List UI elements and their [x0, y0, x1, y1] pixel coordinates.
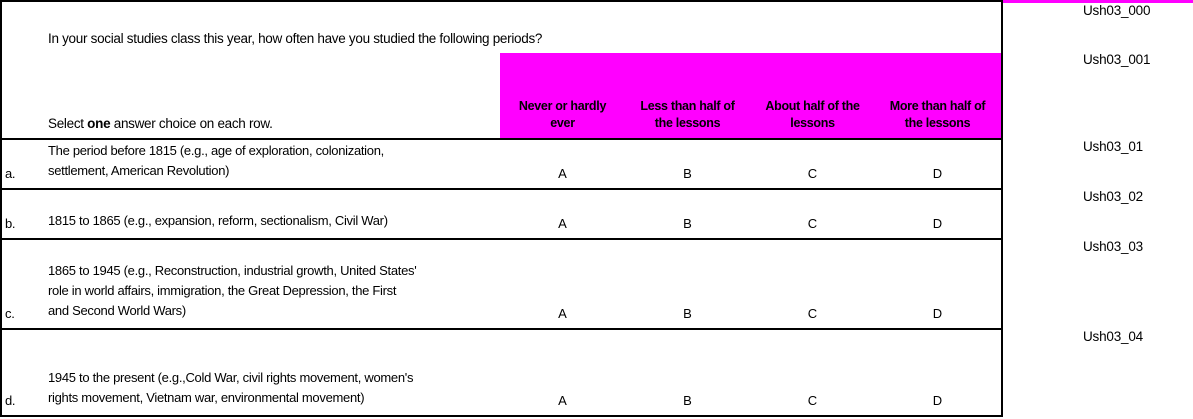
- table-row-c: c. 1865 to 1945 (e.g., Reconstruction, i…: [0, 240, 1003, 328]
- row-choices: A B C D: [500, 393, 1000, 408]
- table-row-d: d. 1945 to the present (e.g.,Cold War, c…: [0, 330, 1003, 415]
- choice-b[interactable]: B: [683, 306, 692, 321]
- choice-a[interactable]: A: [558, 166, 567, 181]
- answer-options-header: Never or hardly ever Less than half of t…: [500, 53, 1001, 138]
- option-header-less-than-half: Less than half of the lessons: [640, 99, 735, 130]
- row-letter: d.: [5, 393, 16, 408]
- choice-b[interactable]: B: [683, 216, 692, 231]
- choice-d[interactable]: D: [932, 166, 943, 181]
- choice-d[interactable]: D: [932, 216, 943, 231]
- option-header-about-half: About half of the lessons: [765, 99, 860, 130]
- row-stem: 1865 to 1945 (e.g., Reconstruction, indu…: [48, 263, 417, 318]
- divider-below-row-a: [0, 188, 1003, 190]
- row-letter: a.: [5, 166, 16, 181]
- var-label-stem: Ush03_000: [1083, 3, 1151, 18]
- question-table: [0, 0, 1003, 417]
- instruction-prefix: Select: [48, 116, 88, 131]
- magenta-top-stripe: [1003, 0, 1193, 3]
- divider-below-row-c: [0, 328, 1003, 330]
- table-row-b: b. 1815 to 1865 (e.g., expansion, reform…: [0, 190, 1003, 238]
- choice-c[interactable]: C: [807, 393, 818, 408]
- divider-below-header: [0, 138, 1003, 140]
- instruction-bold-word: one: [87, 116, 111, 131]
- instruction-suffix: answer choice on each row.: [110, 116, 273, 131]
- var-label-header: Ush03_001: [1083, 52, 1151, 67]
- row-stem: 1815 to 1865 (e.g., expansion, reform, s…: [48, 213, 388, 228]
- var-label-row-d: Ush03_04: [1083, 329, 1143, 344]
- row-stem: 1945 to the present (e.g.,Cold War, civi…: [48, 370, 414, 405]
- choice-c[interactable]: C: [807, 166, 818, 181]
- option-header-more-than-half: More than half of the lessons: [889, 99, 986, 130]
- option-header-never-or-hardly-ever: Never or hardly ever: [518, 99, 607, 130]
- choice-c[interactable]: C: [807, 306, 818, 321]
- row-letter: b.: [5, 216, 16, 231]
- var-label-row-c: Ush03_03: [1083, 239, 1143, 254]
- row-letter: c.: [5, 306, 15, 321]
- choice-d[interactable]: D: [932, 393, 943, 408]
- question-stem: In your social studies class this year, …: [48, 31, 543, 46]
- choice-b[interactable]: B: [683, 166, 692, 181]
- table-row-a: a. The period before 1815 (e.g., age of …: [0, 140, 1003, 188]
- question-instruction: Select one answer choice on each row.: [48, 116, 488, 131]
- divider-below-row-b: [0, 238, 1003, 240]
- choice-a[interactable]: A: [558, 306, 567, 321]
- var-label-row-a: Ush03_01: [1083, 139, 1143, 154]
- row-choices: A B C D: [500, 306, 1000, 321]
- choice-c[interactable]: C: [807, 216, 818, 231]
- row-choices: A B C D: [500, 216, 1000, 231]
- row-choices: A B C D: [500, 166, 1000, 181]
- row-stem: The period before 1815 (e.g., age of exp…: [48, 143, 384, 178]
- var-label-row-b: Ush03_02: [1083, 189, 1143, 204]
- choice-a[interactable]: A: [558, 393, 567, 408]
- choice-b[interactable]: B: [683, 393, 692, 408]
- choice-a[interactable]: A: [558, 216, 567, 231]
- choice-d[interactable]: D: [932, 306, 943, 321]
